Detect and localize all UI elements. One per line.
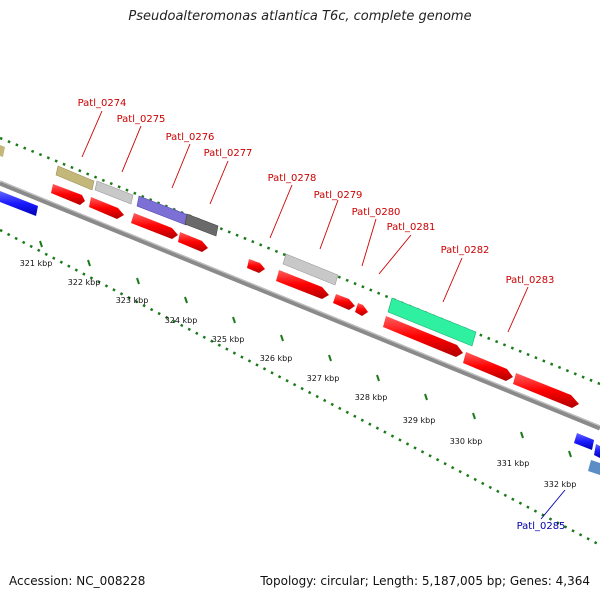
feature-blue-right-2 [594,444,600,458]
gene-label: Patl_0279 [314,190,363,201]
genome-backbone-highlight [0,180,600,427]
map-title: Pseudoalteromonas atlantica T6c, complet… [128,9,472,24]
tick-label: 331 kbp [497,459,530,468]
tick-label: 322 kbp [68,278,101,287]
major-tick [232,316,236,324]
cds-arrow [131,213,178,239]
tick-label: 330 kbp [450,437,483,446]
tick-label: 326 kbp [260,354,293,363]
gene-label: Patl_0282 [441,245,490,256]
major-tick [184,296,188,304]
cds-arrow [51,184,85,205]
major-tick [520,431,524,439]
cds-arrow [383,316,463,357]
major-tick [87,259,91,267]
cds-arrow [333,294,355,310]
cds-arrow [178,232,208,252]
feature-darkgrey-277 [184,213,219,237]
cds-arrow [89,197,124,219]
major-tick [424,393,428,401]
feature-purple-276 [136,195,189,226]
feature-olive-left [0,145,5,157]
major-tick [280,334,284,342]
major-tick [568,450,572,458]
cds-arrow [355,303,368,316]
major-ticks [39,240,572,458]
gene-label: Patl_0277 [204,148,253,159]
gene-label: Patl_0281 [387,222,436,233]
major-tick [472,412,476,420]
major-tick [39,240,43,248]
feature-blue-right [574,433,594,450]
gene-label: Patl_0283 [506,275,555,286]
gene-label: Patl_0274 [78,98,127,109]
feature-green-282 [387,297,477,347]
tick-label: 328 kbp [355,393,388,402]
gene-label: Patl_0285 [517,521,566,532]
tick-labels: 321 kbp 322 kbp 323 kbp 324 kbp 325 kbp 326 k… [20,259,577,489]
cds-arrow [276,270,329,299]
feature-silver-279 [282,253,339,286]
accession-text: Accession: NC_008228 [9,574,146,588]
feature-steelblue [588,460,600,475]
major-tick [376,374,380,382]
tick-label: 332 kbp [544,480,577,489]
inner-tick-line [0,228,600,547]
genome-summary-text: Topology: circular; Length: 5,187,005 bp… [260,574,590,588]
gene-label: Patl_0275 [117,114,166,125]
tick-label: 324 kbp [165,316,198,325]
gene-label: Patl_0276 [166,132,215,143]
tick-label: 327 kbp [307,374,340,383]
tick-label: 321 kbp [20,259,53,268]
major-tick [136,277,140,285]
feature-olive [55,165,95,191]
tick-label: 323 kbp [116,296,149,305]
genome-backbone [0,180,600,431]
feature-silver-275 [94,180,134,205]
feature-blue-left [0,191,38,216]
major-tick [328,354,332,362]
tick-label: 329 kbp [403,416,436,425]
gene-label: Patl_0280 [352,207,401,218]
cds-arrow [463,352,513,381]
cds-arrow [247,259,265,273]
gene-label: Patl_0278 [268,173,317,184]
label-leaders [81,110,566,520]
tick-label: 325 kbp [212,335,245,344]
feature-track [0,145,600,475]
cds-arrow [513,373,579,408]
